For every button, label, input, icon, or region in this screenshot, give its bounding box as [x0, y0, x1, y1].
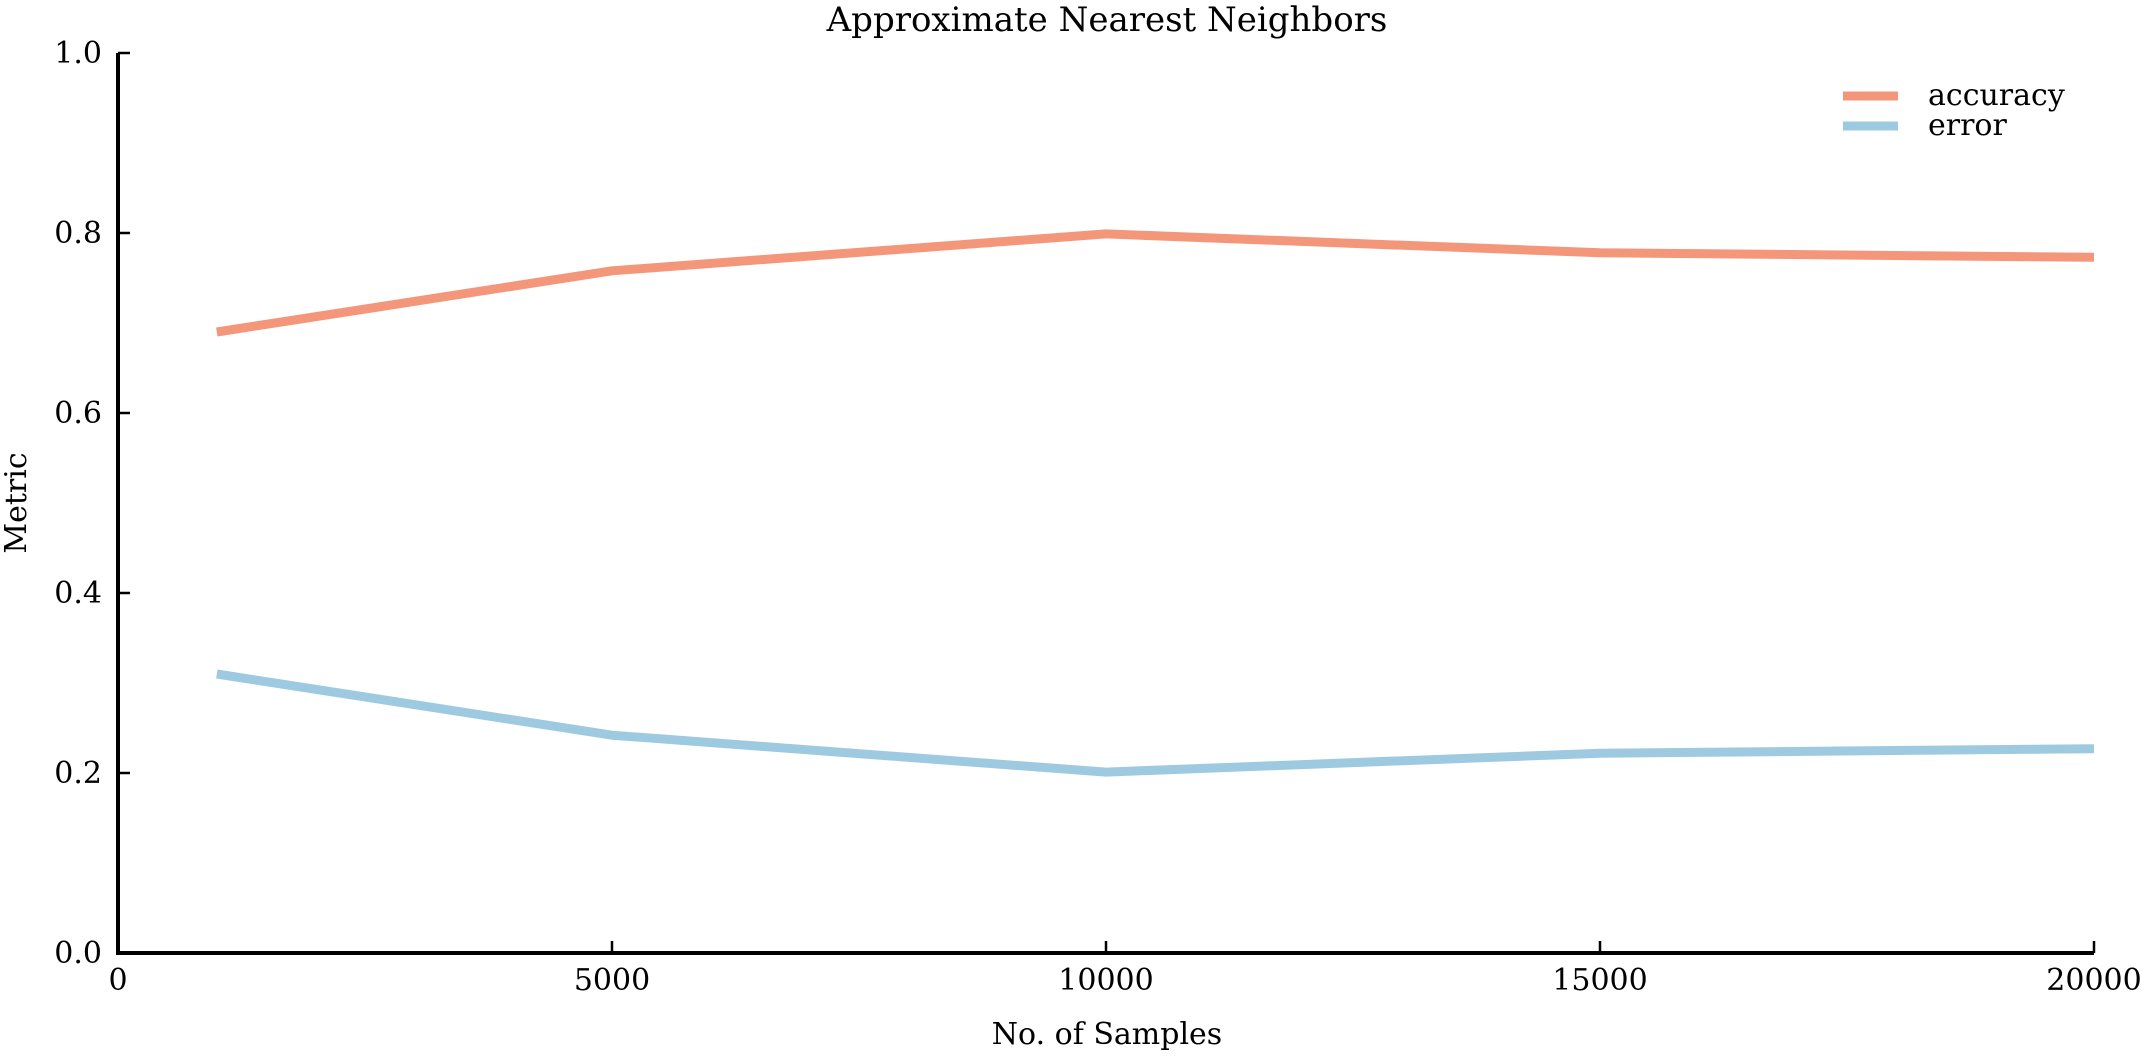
x-tick-label-3: 15000 [1552, 963, 1647, 998]
plot-lines [216, 229, 2095, 777]
y-tick-label-1: 0.2 [54, 756, 102, 791]
y-tick-label-4: 0.8 [54, 216, 102, 251]
y-tick-label-3: 0.6 [54, 396, 102, 431]
y-axis-label: Metric [0, 452, 34, 553]
x-tick-label-0: 0 [108, 963, 127, 998]
x-tick-label-2: 10000 [1058, 963, 1153, 998]
x-tick-label-1: 5000 [574, 963, 650, 998]
x-tick-label-4: 20000 [2046, 963, 2141, 998]
chart-title: Approximate Nearest Neighbors [826, 0, 1388, 40]
legend-label-error: error [1928, 108, 2007, 143]
legend-label-accuracy: accuracy [1928, 78, 2065, 113]
y-tick-label-2: 0.4 [54, 576, 102, 611]
series-line-error [216, 669, 2095, 777]
axes: 0 5000 10000 15000 20000 0.0 0.2 0.4 0.6 0.8 1.0 [54, 36, 2141, 998]
y-tick-label-5: 1.0 [54, 36, 102, 71]
x-axis-label: No. of Samples [992, 1017, 1222, 1052]
series-line-accuracy [216, 229, 2095, 337]
y-tick-label-0: 0.0 [54, 936, 102, 971]
